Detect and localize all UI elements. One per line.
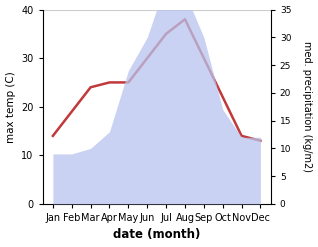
Y-axis label: max temp (C): max temp (C) bbox=[5, 71, 16, 143]
X-axis label: date (month): date (month) bbox=[113, 228, 200, 242]
Y-axis label: med. precipitation (kg/m2): med. precipitation (kg/m2) bbox=[302, 41, 313, 172]
